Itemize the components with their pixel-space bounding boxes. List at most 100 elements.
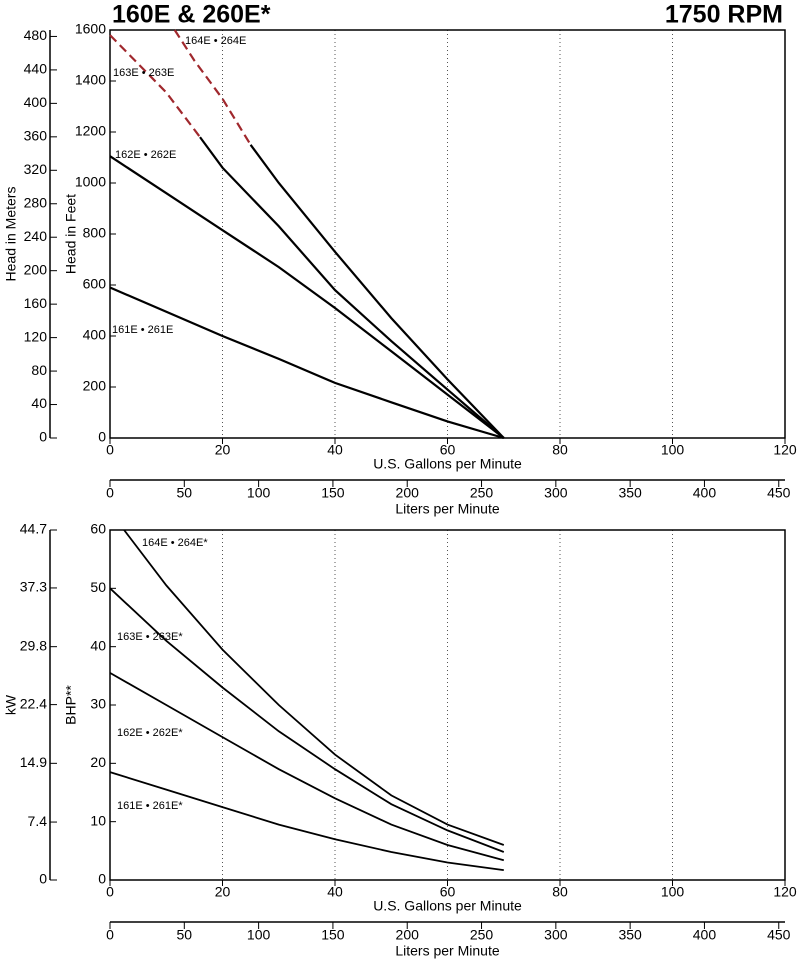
x2-tick-label: 150 bbox=[321, 485, 345, 501]
y-tick-label: 0 bbox=[98, 871, 106, 887]
x-axis-title: U.S. Gallons per Minute bbox=[373, 456, 522, 472]
x2-tick-label: 100 bbox=[247, 927, 271, 943]
x-tick-label: 40 bbox=[327, 884, 343, 900]
curve bbox=[109, 286, 505, 440]
curve bbox=[109, 771, 504, 871]
x-tick-label: 120 bbox=[773, 884, 797, 900]
curve-label: 163E • 263E bbox=[113, 67, 174, 79]
x2-tick-label: 200 bbox=[396, 485, 420, 501]
y-tick-label: 400 bbox=[83, 327, 107, 343]
curve bbox=[249, 144, 505, 439]
curve bbox=[109, 672, 505, 862]
x-tick-label: 60 bbox=[440, 884, 456, 900]
y-tick-label: 20 bbox=[90, 754, 106, 770]
curve-label: 162E • 262E bbox=[115, 149, 176, 161]
x2-tick-label: 250 bbox=[470, 485, 494, 501]
x-tick-label: 0 bbox=[106, 884, 114, 900]
y2-tick-label: 320 bbox=[24, 161, 48, 177]
x-tick-label: 0 bbox=[106, 442, 114, 458]
y2-tick-label: 400 bbox=[24, 94, 48, 110]
y-tick-label: 10 bbox=[90, 812, 106, 828]
y2-tick-label: 7.4 bbox=[28, 813, 48, 829]
curve-label: 161E • 261E bbox=[112, 324, 173, 336]
x2-tick-label: 300 bbox=[544, 485, 568, 501]
x-tick-label: 20 bbox=[215, 442, 231, 458]
x2-axis-title: Liters per Minute bbox=[395, 501, 499, 517]
x2-tick-label: 250 bbox=[470, 927, 494, 943]
x-tick-label: 20 bbox=[215, 884, 231, 900]
y-tick-label: 800 bbox=[83, 225, 107, 241]
y2-tick-label: 480 bbox=[24, 27, 48, 43]
x-tick-label: 40 bbox=[327, 442, 343, 458]
x2-tick-label: 350 bbox=[618, 927, 642, 943]
x2-tick-label: 0 bbox=[106, 485, 114, 501]
x2-tick-label: 450 bbox=[767, 927, 791, 943]
curve-label: 164E • 264E* bbox=[142, 537, 208, 549]
y2-tick-label: 22.4 bbox=[20, 695, 47, 711]
plot-frame bbox=[109, 529, 786, 881]
y2-tick-label: 280 bbox=[24, 194, 48, 210]
x2-tick-label: 150 bbox=[321, 927, 345, 943]
y-tick-label: 40 bbox=[90, 637, 106, 653]
curve bbox=[109, 587, 505, 853]
y2-tick-label: 360 bbox=[24, 128, 48, 144]
x2-tick-label: 50 bbox=[177, 485, 193, 501]
x2-tick-label: 400 bbox=[693, 485, 717, 501]
x-tick-label: 100 bbox=[661, 884, 685, 900]
y-tick-label: 1200 bbox=[75, 123, 106, 139]
y-tick-label: 0 bbox=[98, 429, 106, 445]
y-tick-label: 600 bbox=[83, 276, 107, 292]
x2-tick-label: 0 bbox=[106, 927, 114, 943]
x-axis-title: U.S. Gallons per Minute bbox=[373, 898, 522, 914]
y-tick-label: 1400 bbox=[75, 72, 106, 88]
y2-tick-label: 160 bbox=[24, 295, 48, 311]
y-tick-label: 60 bbox=[90, 521, 106, 537]
curve bbox=[109, 34, 201, 138]
x2-tick-label: 50 bbox=[177, 927, 193, 943]
y2-axis-title: kW bbox=[3, 694, 19, 715]
x2-tick-label: 300 bbox=[544, 927, 568, 943]
y2-tick-label: 37.3 bbox=[20, 579, 47, 595]
curve-label: 161E • 261E* bbox=[117, 800, 183, 812]
curve bbox=[199, 136, 505, 439]
plot-frame bbox=[109, 29, 786, 439]
x2-axis-title: Liters per Minute bbox=[395, 943, 499, 959]
x2-tick-label: 350 bbox=[618, 485, 642, 501]
y2-tick-label: 240 bbox=[24, 228, 48, 244]
x2-tick-label: 100 bbox=[247, 485, 271, 501]
y2-tick-label: 440 bbox=[24, 61, 48, 77]
y2-tick-label: 44.7 bbox=[20, 521, 47, 537]
y2-tick-label: 29.8 bbox=[20, 637, 47, 653]
y2-tick-label: 0 bbox=[39, 871, 47, 887]
y2-axis-title: Head in Meters bbox=[3, 187, 19, 282]
x-tick-label: 80 bbox=[552, 442, 568, 458]
y-axis-title: BHP** bbox=[63, 685, 79, 725]
y2-tick-label: 80 bbox=[31, 362, 47, 378]
x-tick-label: 60 bbox=[440, 442, 456, 458]
y2-tick-label: 14.9 bbox=[20, 754, 47, 770]
y2-tick-label: 40 bbox=[31, 395, 47, 411]
curve bbox=[173, 29, 252, 146]
x-tick-label: 80 bbox=[552, 884, 568, 900]
x-tick-label: 120 bbox=[773, 442, 797, 458]
x2-tick-label: 400 bbox=[693, 927, 717, 943]
y2-tick-label: 200 bbox=[24, 261, 48, 277]
curve-label: 163E • 263E* bbox=[117, 631, 183, 643]
curve bbox=[123, 529, 505, 846]
y-tick-label: 1600 bbox=[75, 21, 106, 37]
y-tick-label: 50 bbox=[90, 579, 106, 595]
y-tick-label: 30 bbox=[90, 696, 106, 712]
chart-title: 160E & 260E* bbox=[112, 1, 271, 29]
curve-label: 164E • 264E bbox=[185, 35, 246, 47]
x2-tick-label: 450 bbox=[767, 485, 791, 501]
x2-tick-label: 200 bbox=[396, 927, 420, 943]
y-axis-title: Head in Feet bbox=[63, 194, 79, 274]
y-tick-label: 1000 bbox=[75, 174, 106, 190]
chart-subtitle: 1750 RPM bbox=[665, 1, 783, 29]
curve-label: 162E • 262E* bbox=[117, 727, 183, 739]
y2-tick-label: 120 bbox=[24, 328, 48, 344]
curve bbox=[109, 155, 505, 439]
x-tick-label: 100 bbox=[661, 442, 685, 458]
y-tick-label: 200 bbox=[83, 378, 107, 394]
